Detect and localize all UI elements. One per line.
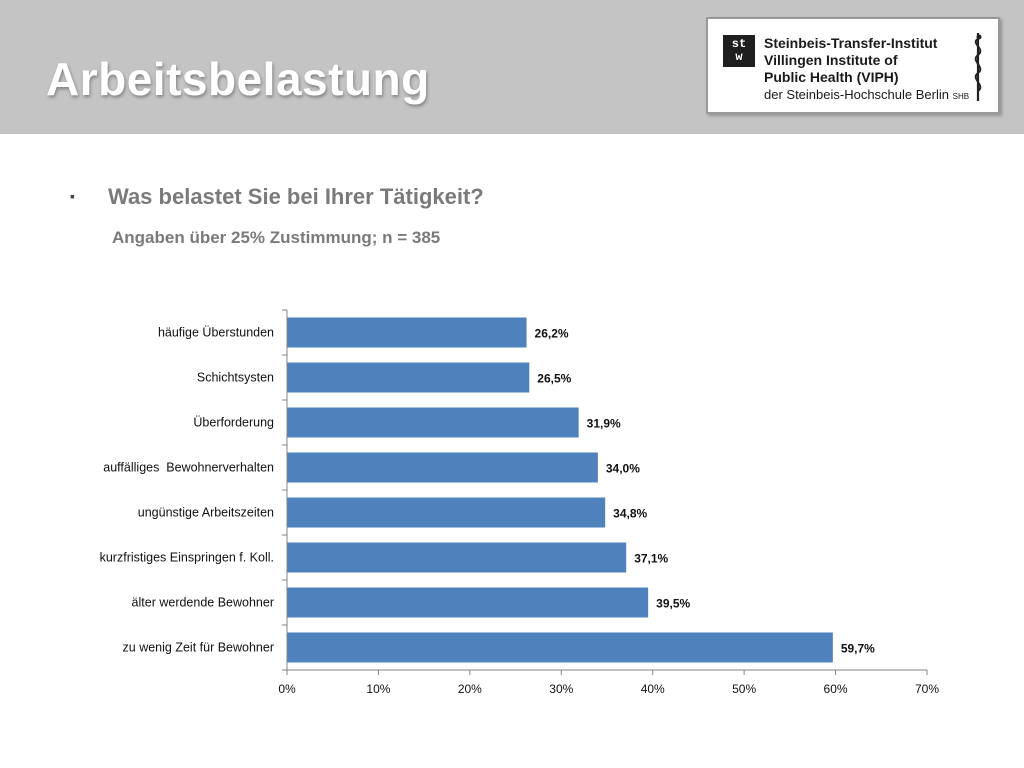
sample-subtitle: Angaben über 25% Zustimmung; n = 385 bbox=[112, 228, 441, 247]
category-label-3: auffälliges Bewohnerverhalten bbox=[103, 461, 274, 475]
x-tick-label-2: 20% bbox=[458, 682, 482, 696]
bar-3 bbox=[287, 452, 598, 483]
x-tick-label-1: 10% bbox=[366, 682, 390, 696]
bar-6 bbox=[287, 587, 649, 618]
logo-mark-bottom: w bbox=[735, 50, 743, 64]
x-tick-label-5: 50% bbox=[732, 682, 756, 696]
horizontal-bar-chart: häufige Überstunden 26,2% Schichtsysten 26,… bbox=[100, 309, 939, 696]
logo-line-4: der Steinbeis-Hochschule Berlin SHB bbox=[764, 87, 969, 105]
value-label-3: 34,0% bbox=[606, 462, 640, 476]
logo-mark-top: st bbox=[731, 37, 747, 51]
value-label-0: 26,2% bbox=[535, 327, 569, 341]
value-label-7: 59,7% bbox=[841, 642, 875, 656]
category-label-7: zu wenig Zeit für Bewohner bbox=[123, 641, 274, 655]
logo-line-1: Steinbeis-Transfer-Institut bbox=[764, 35, 938, 51]
category-label-2: Überforderung bbox=[193, 416, 274, 430]
x-tick-label-0: 0% bbox=[278, 682, 296, 696]
x-tick-label-4: 40% bbox=[641, 682, 665, 696]
value-label-5: 37,1% bbox=[634, 552, 668, 566]
page-title: Arbeitsbelastung bbox=[46, 53, 430, 105]
bar-0 bbox=[287, 317, 527, 348]
stw-logo-mark: st w bbox=[723, 35, 755, 67]
category-label-1: Schichtsysten bbox=[197, 371, 274, 385]
logo-line-4-text: der Steinbeis-Hochschule Berlin bbox=[764, 87, 949, 102]
bar-5 bbox=[287, 542, 627, 573]
bullet-marker: ▪ bbox=[70, 188, 75, 204]
value-label-1: 26,5% bbox=[537, 372, 571, 386]
x-tick-label-7: 70% bbox=[915, 682, 939, 696]
value-label-2: 31,9% bbox=[587, 417, 621, 431]
x-tick-label-6: 60% bbox=[824, 682, 848, 696]
institute-logo: st w Steinbeis-Transfer-Institut Villing… bbox=[706, 17, 1000, 114]
category-label-6: älter werdende Bewohner bbox=[132, 596, 274, 610]
bar-7 bbox=[287, 632, 833, 663]
bar-4 bbox=[287, 497, 606, 528]
logo-line-3: Public Health (VIPH) bbox=[764, 69, 899, 85]
x-tick-label-3: 30% bbox=[549, 682, 573, 696]
logo-line-4-suffix: SHB bbox=[952, 92, 970, 101]
category-label-4: ungünstige Arbeitszeiten bbox=[138, 506, 274, 520]
value-label-4: 34,8% bbox=[613, 507, 647, 521]
category-label-0: häufige Überstunden bbox=[158, 326, 274, 340]
category-label-5: kurzfristiges Einspringen f. Koll. bbox=[100, 551, 274, 565]
logo-line-2: Villingen Institute of bbox=[764, 52, 898, 68]
aesculapian-staff-icon bbox=[974, 33, 982, 101]
value-label-6: 39,5% bbox=[656, 597, 690, 611]
bar-1 bbox=[287, 362, 530, 393]
header-banner: Arbeitsbelastung st w Steinbeis-Transfer… bbox=[0, 0, 1024, 134]
question-heading: Was belastet Sie bei Ihrer Tätigkeit? bbox=[108, 184, 484, 209]
bar-2 bbox=[287, 407, 579, 438]
